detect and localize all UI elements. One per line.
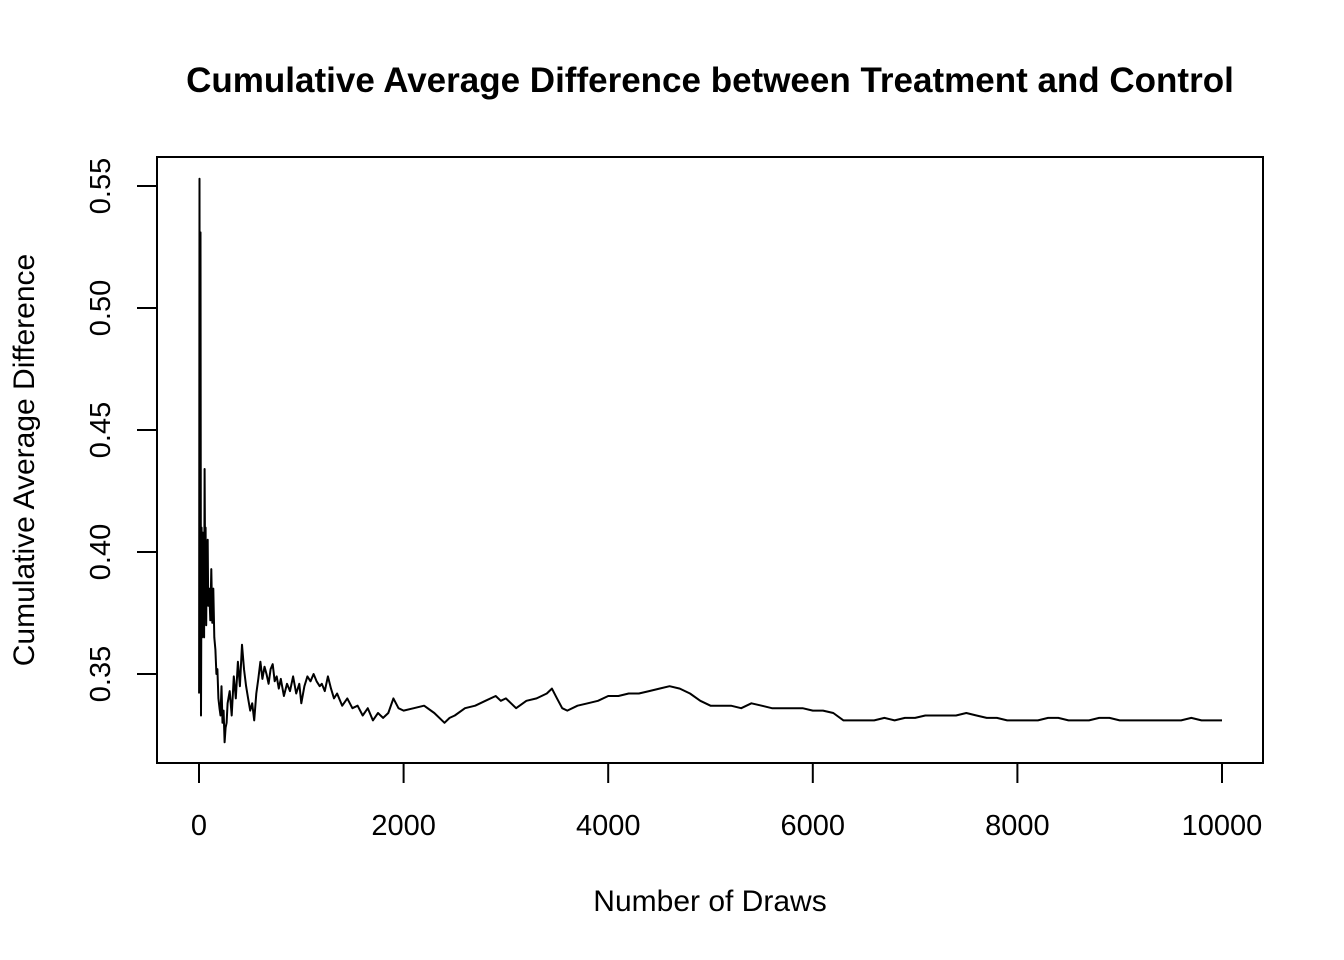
y-axis-label: Cumulative Average Difference	[8, 254, 41, 666]
x-axis: 0 2000 4000 6000 8000 10000	[191, 762, 1263, 842]
series-line-0	[198, 177, 1222, 744]
x-tick-label: 2000	[371, 810, 436, 842]
x-axis-label: Number of Draws	[593, 885, 826, 918]
x-tick-label: 8000	[985, 810, 1050, 842]
x-tick-label: 10000	[1182, 810, 1263, 842]
y-tick-label: 0.45	[85, 402, 117, 458]
y-tick-label: 0.40	[85, 524, 117, 580]
y-tick-label: 0.35	[85, 646, 117, 702]
plot-frame	[156, 156, 1264, 764]
y-tick-label: 0.50	[85, 280, 117, 336]
y-tick-label: 0.55	[85, 158, 117, 214]
series-group	[198, 177, 1222, 744]
x-tick-label: 4000	[576, 810, 641, 842]
x-tick-label: 6000	[781, 810, 846, 842]
x-tick-label: 0	[191, 810, 207, 842]
y-axis: 0.35 0.40 0.45 0.50 0.55	[85, 158, 158, 702]
chart-title: Cumulative Average Difference between Tr…	[186, 61, 1234, 100]
